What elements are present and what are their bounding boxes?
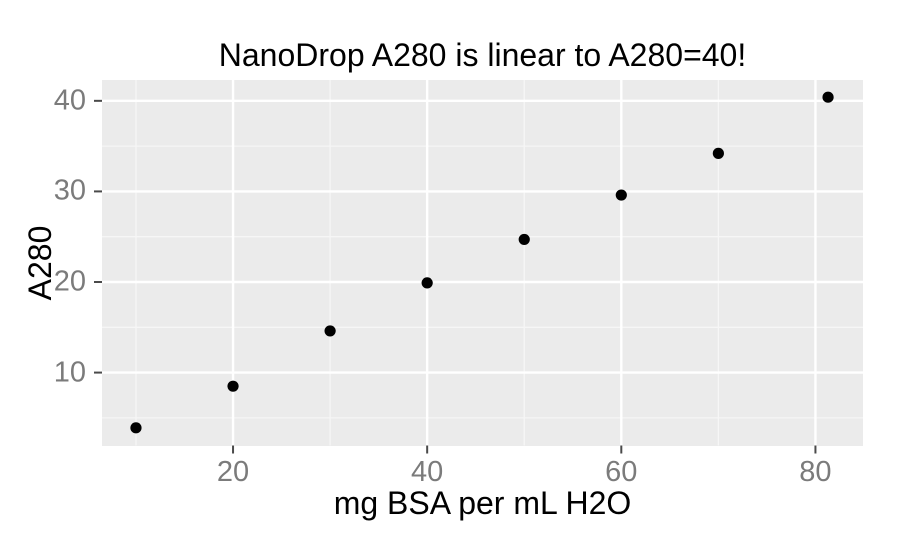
y-tick-label: 30 (53, 174, 86, 207)
x-tick-label: 80 (799, 456, 832, 488)
y-tick-label: 40 (53, 84, 86, 117)
data-point (130, 422, 142, 434)
data-point (227, 380, 239, 392)
x-axis-title: mg BSA per mL H2O (333, 485, 632, 521)
y-tick-label: 10 (53, 356, 86, 389)
x-tick-label: 20 (216, 456, 250, 488)
data-point (822, 91, 834, 103)
data-point (615, 189, 627, 201)
x-tick-label: 40 (411, 456, 444, 488)
y-tick-label: 20 (53, 265, 86, 298)
chart-title: NanoDrop A280 is linear to A280=40! (218, 37, 747, 73)
x-tick-label: 60 (605, 456, 638, 488)
data-point (421, 277, 433, 289)
data-point (712, 147, 724, 159)
data-point (324, 325, 336, 337)
data-point (518, 233, 530, 246)
y-axis-title: A280 (22, 225, 58, 301)
